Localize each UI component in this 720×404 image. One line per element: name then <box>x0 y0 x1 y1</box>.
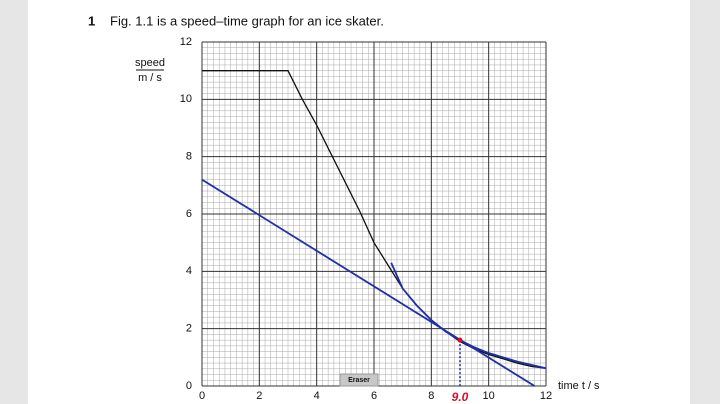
x-tick-label: 12 <box>540 390 552 402</box>
y-axis-quantity: speed <box>135 57 165 69</box>
x-tick-label: 2 <box>256 390 262 402</box>
marker-point <box>457 337 463 343</box>
x-tick-label: 4 <box>314 390 320 402</box>
x-axis-label: time t / s <box>558 380 600 392</box>
y-tick-label: 0 <box>186 380 192 392</box>
question-text: Fig. 1.1 is a speed–time graph for an ic… <box>110 13 384 28</box>
data-line <box>201 178 536 387</box>
y-tick-label: 2 <box>186 323 192 335</box>
y-tick-label: 8 <box>186 151 192 163</box>
eraser-label[interactable]: Eraser <box>348 377 370 384</box>
paper <box>28 0 690 404</box>
y-tick-label: 12 <box>180 36 192 48</box>
eraser-button[interactable] <box>339 373 379 387</box>
y-axis-unit: m / s <box>138 72 162 84</box>
x-tick-label: 0 <box>199 390 205 402</box>
x-tick-label: 8 <box>428 390 434 402</box>
question-number: 1 <box>88 13 95 28</box>
annotation: 9.0 <box>452 390 469 404</box>
y-tick-label: 6 <box>186 208 192 220</box>
y-tick-label: 4 <box>186 265 192 277</box>
x-tick-label: 10 <box>483 390 495 402</box>
data-line <box>390 262 547 370</box>
x-tick-label: 6 <box>371 390 377 402</box>
y-tick-label: 10 <box>180 93 192 105</box>
